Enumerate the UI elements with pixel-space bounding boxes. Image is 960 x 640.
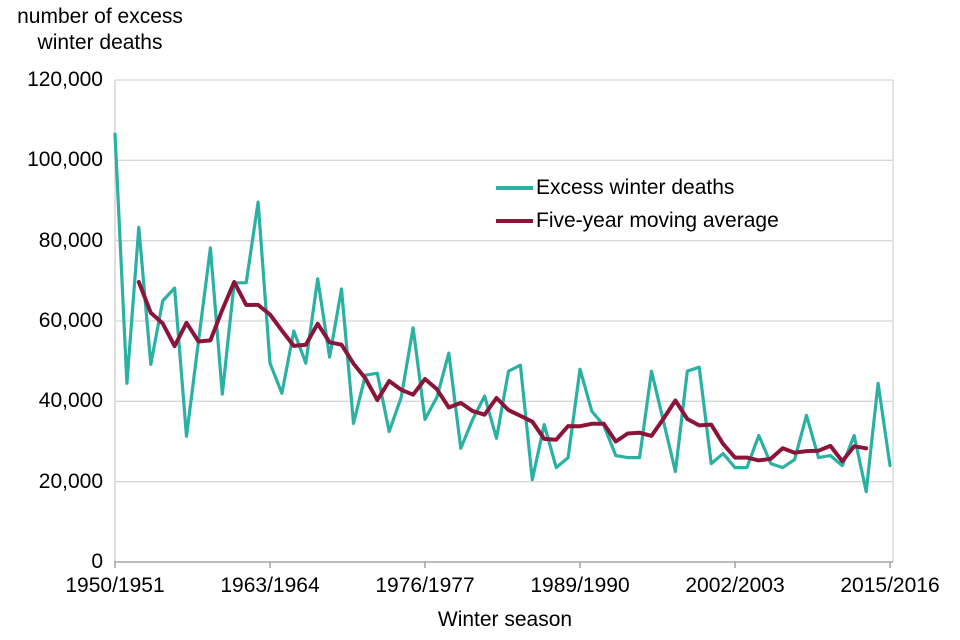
legend-swatch-five-year-moving-average — [496, 218, 533, 223]
y-tick-label: 40,000 — [38, 389, 103, 413]
y-axis-title: number of excess winter deaths — [4, 4, 196, 56]
y-tick-label: 60,000 — [38, 309, 103, 332]
x-tick-label: 2002/2003 — [685, 574, 785, 597]
x-tick-label: 1963/1964 — [220, 574, 320, 597]
y-tick-label: 80,000 — [38, 228, 103, 252]
y-axis-title-line-1: number of excess — [17, 5, 183, 28]
y-tick-label: 0 — [91, 550, 103, 573]
five-year-moving-average-line — [136, 280, 869, 464]
legend-swatch-excess-winter-deaths — [496, 185, 533, 190]
x-tick-label: 1950/1951 — [65, 574, 165, 597]
x-axis-title: Winter season — [437, 608, 573, 631]
legend: Excess winter deaths Five-year moving av… — [496, 171, 779, 237]
y-axis-title-line-2: winter deaths — [37, 31, 163, 54]
y-tick-label: 120,000 — [27, 68, 103, 91]
x-tick-label: 1989/1990 — [530, 574, 630, 597]
legend-item-five-year-moving-average: Five-year moving average — [496, 204, 779, 237]
legend-item-excess-winter-deaths: Excess winter deaths — [496, 171, 779, 204]
x-tick-label: 1976/1977 — [375, 574, 475, 597]
y-tick-label: 100,000 — [27, 148, 103, 172]
x-tick-label: 2015/2016 — [840, 574, 940, 597]
legend-label-five-year-moving-average: Five-year moving average — [536, 208, 779, 232]
legend-label-excess-winter-deaths: Excess winter deaths — [536, 175, 735, 199]
y-tick-label: 20,000 — [38, 469, 103, 493]
